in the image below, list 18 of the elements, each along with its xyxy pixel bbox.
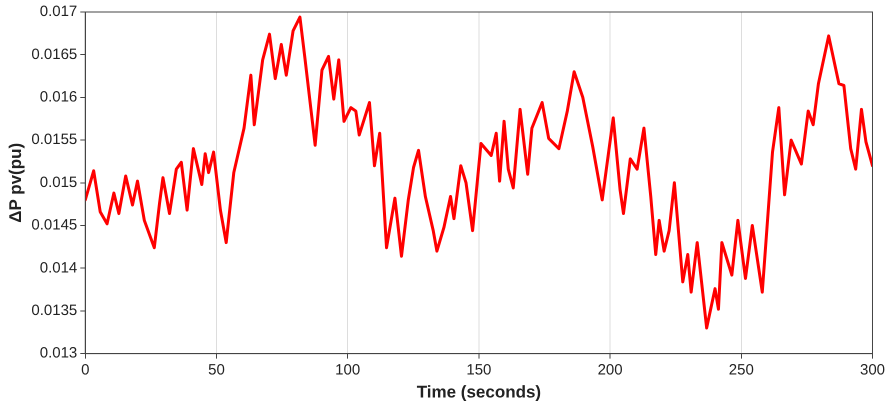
y-tick-label: 0.016: [40, 88, 78, 106]
x-tick-label: 0: [81, 362, 90, 379]
y-tick-label: 0.0145: [31, 216, 78, 234]
x-tick-label: 150: [466, 362, 492, 379]
y-tick-label: 0.017: [40, 3, 78, 20]
y-tick-label: 0.0135: [31, 302, 78, 320]
x-tick-label: 250: [728, 362, 754, 379]
y-tick-label: 0.015: [40, 174, 78, 191]
x-tick-label: 100: [335, 362, 360, 379]
y-tick-label: 0.0155: [31, 131, 78, 148]
y-tick-label: 0.0165: [31, 46, 78, 63]
y-tick-label: 0.013: [40, 344, 78, 362]
x-axis-title: Time (seconds): [416, 382, 542, 402]
y-tick-label: 0.014: [40, 259, 78, 276]
x-tick-label: 300: [860, 362, 885, 379]
y-axis-title: ΔP pv(pu): [6, 142, 25, 223]
x-tick-label: 50: [208, 362, 225, 379]
x-tick-label: 200: [598, 362, 623, 379]
